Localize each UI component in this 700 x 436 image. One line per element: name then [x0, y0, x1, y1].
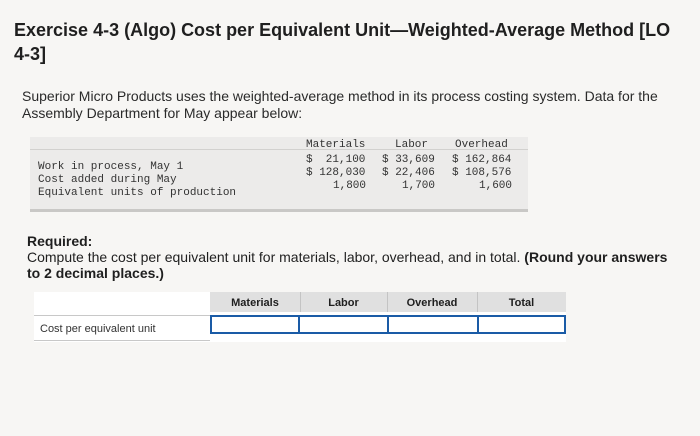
added-materials: $ 128,030 — [306, 167, 366, 179]
added-overhead: $ 108,576 — [452, 167, 512, 179]
eu-labor: 1,700 — [402, 180, 436, 192]
answer-row-label: Cost per equivalent unit — [40, 323, 156, 335]
answer-header-labor: Labor — [328, 297, 359, 309]
exercise-title: Exercise 4-3 (Algo) Cost per Equivalent … — [14, 20, 671, 64]
row-label-added: Cost added during May — [38, 174, 177, 186]
row-bottom-rule — [34, 340, 210, 341]
eu-overhead: 1,600 — [479, 180, 513, 192]
intro-paragraph: Superior Micro Products uses the weighte… — [22, 88, 658, 121]
overhead-answer-cell — [387, 315, 479, 335]
wip-materials: $ 21,100 — [306, 154, 366, 166]
total-answer-input[interactable] — [479, 319, 564, 335]
instruction-text: Compute the cost per equivalent unit for… — [27, 249, 677, 281]
row-label-wip: Work in process, May 1 — [38, 161, 184, 173]
answer-header-row: Materials Labor Overhead Total — [210, 292, 566, 312]
header-overhead: Overhead — [455, 139, 508, 151]
header-labor: Labor — [395, 139, 429, 151]
cost-data-table: Materials Labor Overhead Work in process… — [30, 137, 528, 212]
instruction-rounding-note: (Round your answers to 2 decimal places.… — [27, 249, 668, 281]
header-divider — [387, 292, 388, 312]
overhead-answer-input[interactable] — [389, 319, 477, 335]
header-divider — [300, 292, 301, 312]
answer-table: Materials Labor Overhead Total Cost per … — [34, 292, 566, 342]
answer-header-overhead: Overhead — [406, 297, 458, 309]
header-divider — [477, 292, 478, 312]
wip-overhead: $ 162,864 — [452, 154, 512, 166]
row-label-equivalent-units: Equivalent units of production — [38, 187, 237, 199]
required-heading: Required: — [27, 233, 93, 249]
row-top-rule — [34, 315, 210, 316]
labor-answer-input[interactable] — [300, 319, 387, 335]
answer-header-materials: Materials — [231, 297, 279, 309]
total-answer-cell — [477, 315, 566, 335]
eu-materials: 1,800 — [333, 180, 367, 192]
wip-labor: $ 33,609 — [382, 154, 435, 166]
labor-answer-cell — [298, 315, 389, 335]
added-labor: $ 22,406 — [382, 167, 435, 179]
materials-answer-cell — [210, 315, 300, 335]
answer-header-total: Total — [508, 297, 535, 309]
materials-answer-input[interactable] — [212, 319, 298, 335]
header-materials: Materials — [306, 139, 366, 151]
table-top-rule — [30, 149, 528, 150]
instruction-main: Compute the cost per equivalent unit for… — [27, 249, 521, 265]
